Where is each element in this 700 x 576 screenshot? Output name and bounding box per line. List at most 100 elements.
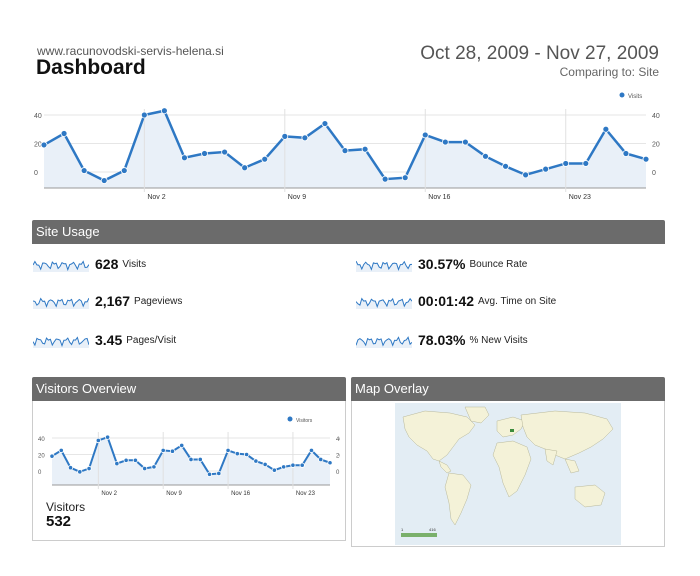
data-point	[60, 130, 68, 137]
visits-chart[interactable]: 0 0 20 20 40 40 Nov 2 Nov 9 Nov 16 Nov 23 Visits	[32, 88, 666, 212]
data-point	[120, 167, 128, 174]
series-area	[44, 110, 646, 188]
data-point	[281, 132, 289, 140]
y-tick-label-right: 20	[336, 454, 340, 460]
data-point	[49, 453, 55, 459]
metric-value: 78.03%	[418, 332, 466, 348]
metric-pages-visit[interactable]: 3.45 Pages/Visit	[33, 330, 176, 350]
data-point	[201, 150, 208, 157]
site-url: www.racunovodski-servis-helena.si	[37, 44, 224, 58]
data-point	[40, 141, 48, 149]
data-point	[100, 177, 108, 184]
data-point	[301, 134, 309, 142]
visitors-overview-title: Visitors Overview	[36, 381, 137, 396]
world-map[interactable]: 1 416	[395, 403, 621, 545]
greenland-landmass	[464, 406, 490, 424]
visitors-value: 532	[46, 513, 72, 530]
africa-landmass	[492, 440, 532, 498]
data-point	[502, 162, 509, 170]
site-usage-header: Site Usage	[32, 220, 665, 244]
data-point	[321, 120, 329, 127]
y-tick-label-right: 0	[652, 170, 656, 177]
data-point	[140, 111, 148, 119]
map-scale-min: 1	[401, 527, 404, 532]
data-point	[421, 131, 429, 139]
metric-visits[interactable]: 628 Visits	[33, 254, 146, 274]
legend-swatch	[287, 416, 293, 422]
site-usage-title: Site Usage	[36, 224, 100, 239]
legend-swatch	[619, 92, 625, 98]
x-tick-label: Nov 2	[101, 491, 117, 497]
metric-value: 00:01:42	[418, 293, 475, 309]
data-point	[562, 160, 570, 167]
se-asia-landmass	[564, 458, 580, 474]
data-point	[225, 447, 231, 453]
data-point	[622, 150, 630, 157]
visitors-chart[interactable]: 0 0 20 20 40 40 Nov 2 Nov 9 Nov 16 Nov 23 Visitors	[38, 410, 340, 502]
data-point	[86, 465, 92, 472]
legend-label: Visitors	[296, 418, 313, 424]
y-tick-label-right: 0	[336, 470, 340, 476]
y-tick-label-left: 40	[34, 113, 42, 120]
map-scale-bar	[401, 533, 437, 537]
sparkline-line	[33, 297, 89, 308]
data-point	[179, 442, 185, 449]
sparkline-line	[33, 260, 89, 272]
metric-bounce-rate[interactable]: 30.57% Bounce Rate	[356, 254, 527, 274]
data-point	[271, 467, 277, 473]
metric-label: % New Visits	[469, 334, 528, 346]
date-range-selector[interactable]: Oct 28, 2009 - Nov 27, 2009	[420, 43, 659, 64]
data-point	[80, 167, 88, 174]
x-tick-label: Nov 9	[288, 194, 306, 201]
data-point	[95, 437, 101, 444]
metric-pageviews[interactable]: 2,167 Pageviews	[33, 291, 182, 311]
data-point	[461, 138, 469, 146]
data-point	[216, 470, 222, 477]
metric-value: 628	[95, 256, 119, 272]
data-point	[206, 471, 213, 477]
x-tick-label: Nov 9	[166, 491, 182, 497]
data-point	[602, 125, 610, 133]
data-point	[281, 464, 287, 470]
data-point	[169, 448, 176, 454]
data-point	[123, 457, 129, 463]
y-tick-label-left: 0	[38, 470, 42, 476]
metric-label: Pageviews	[134, 295, 183, 307]
sparkline-line	[356, 260, 412, 271]
data-point	[542, 165, 550, 173]
data-point	[105, 434, 111, 440]
data-point	[522, 171, 530, 179]
south-america-landmass	[444, 472, 472, 526]
data-point	[160, 107, 168, 115]
india-landmass	[544, 448, 558, 466]
data-point	[262, 461, 268, 468]
visitors-label: Visitors	[46, 500, 86, 514]
visitor-hotspot	[510, 429, 514, 432]
metric-new-visits[interactable]: 78.03% % New Visits	[356, 330, 528, 350]
data-point	[401, 174, 409, 182]
data-point	[197, 456, 203, 463]
x-tick-label: Nov 16	[231, 491, 251, 497]
data-point	[318, 456, 324, 463]
data-point	[381, 175, 389, 183]
map-overlay-header[interactable]: Map Overlay	[351, 377, 665, 401]
sparkline-line	[356, 336, 412, 347]
pages-visit-sparkline	[33, 336, 89, 348]
x-tick-label: Nov 23	[569, 194, 591, 201]
visits-sparkline	[33, 260, 89, 272]
visitors-overview-header[interactable]: Visitors Overview	[32, 377, 346, 401]
sparkline-area	[356, 298, 412, 309]
data-point	[482, 152, 489, 160]
metric-label: Avg. Time on Site	[478, 295, 557, 307]
data-point	[132, 457, 139, 463]
metric-label: Bounce Rate	[469, 258, 528, 270]
new-visits-sparkline	[356, 336, 412, 348]
metric-avg-time[interactable]: 00:01:42 Avg. Time on Site	[356, 291, 556, 311]
y-tick-label-left: 40	[38, 437, 45, 443]
data-point	[114, 460, 120, 467]
asia-landmass	[520, 410, 614, 460]
x-tick-label: Nov 16	[428, 194, 450, 201]
data-point	[290, 462, 296, 468]
sparkline-line	[356, 297, 412, 309]
y-tick-label-left: 0	[34, 170, 38, 177]
